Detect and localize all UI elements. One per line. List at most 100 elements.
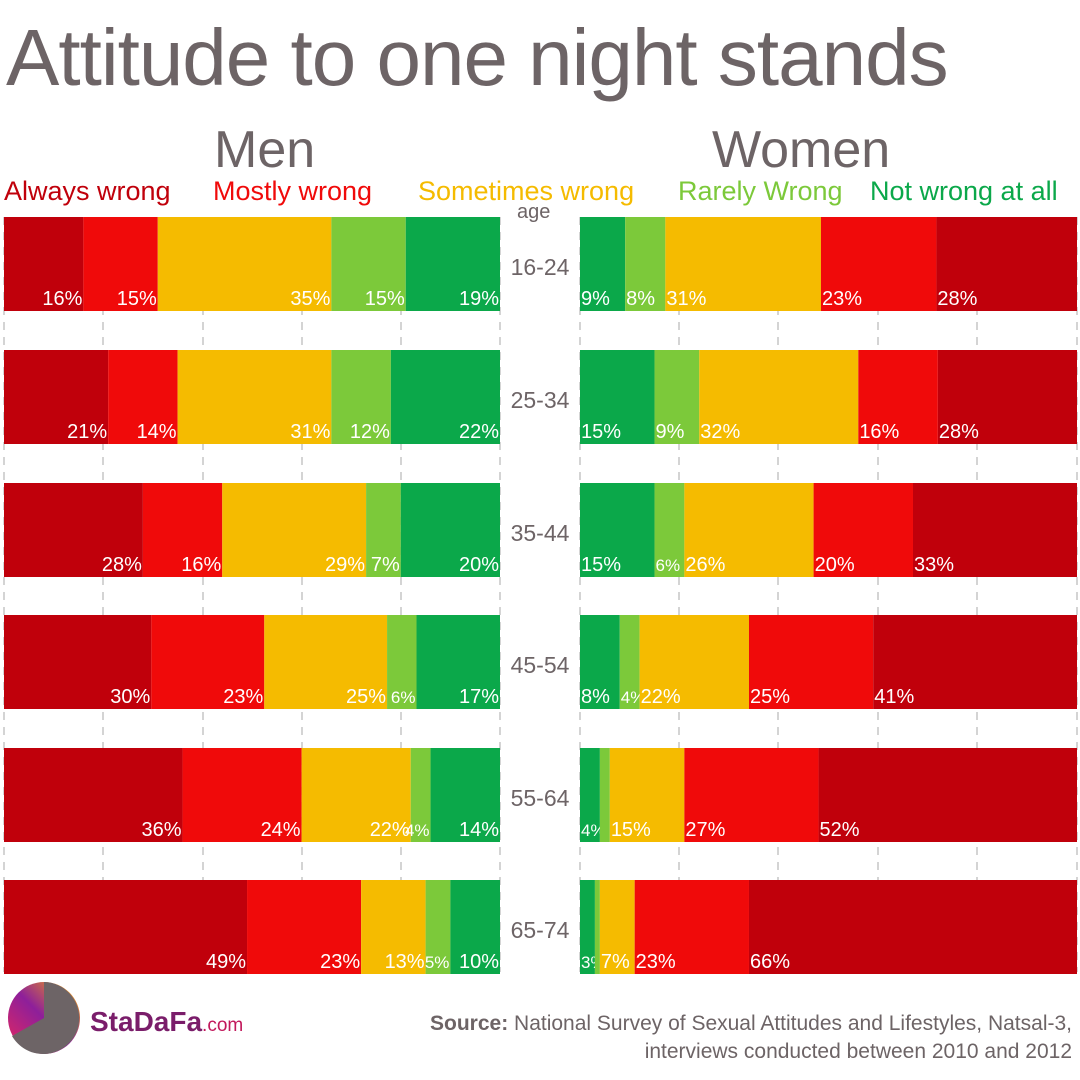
men-bar-35-44-seg-2 — [222, 483, 367, 577]
men-label-55-64-seg-2: 22% — [370, 819, 410, 841]
women-bar-55-64-seg-2 — [609, 748, 685, 842]
women-bar-55-64-seg-4 — [580, 748, 600, 842]
women-label-45-54-seg-2: 22% — [641, 686, 681, 708]
men-label-16-24-seg-4: 19% — [459, 288, 499, 310]
men-label-65-74-seg-0: 49% — [206, 951, 246, 973]
chart-title: Attitude to one night stands — [6, 13, 949, 102]
men-bar-35-44-seg-1 — [142, 483, 223, 577]
men-bar-55-64-seg-1 — [182, 748, 302, 842]
source-line-2: interviews conducted between 2010 and 20… — [644, 1040, 1072, 1063]
age-label-45-54: 45-54 — [511, 652, 570, 678]
men-bar-55-64-seg-2 — [301, 748, 411, 842]
women-bar-16-24-seg-2 — [665, 217, 821, 311]
logo-suffix: .com — [202, 1015, 244, 1036]
men-label-65-74-seg-3: 5% — [425, 953, 450, 972]
men-bar-45-54-seg-1 — [151, 615, 265, 709]
men-bar-25-34-seg-1 — [108, 350, 178, 444]
legend-mostly-wrong: Mostly wrong — [213, 176, 373, 206]
men-label-16-24-seg-2: 35% — [290, 288, 330, 310]
women-bar-55-64-seg-0 — [818, 748, 1077, 842]
men-bar-25-34-seg-4 — [390, 350, 500, 444]
women-bar-35-44-seg-3 — [654, 483, 685, 577]
women-label-25-34-seg-1: 16% — [859, 421, 899, 443]
men-bar-65-74-seg-2 — [361, 880, 426, 974]
women-label-65-74-seg-2: 7% — [601, 951, 630, 973]
women-label-55-64-seg-1: 27% — [685, 819, 725, 841]
men-label-45-54-seg-0: 30% — [110, 686, 150, 708]
women-label-16-24-seg-4: 9% — [581, 288, 610, 310]
men-label-25-34-seg-2: 31% — [290, 421, 330, 443]
women-label-55-64-seg-2: 15% — [611, 819, 651, 841]
men-bar-16-24-seg-0 — [4, 217, 84, 311]
source-label: Source: — [430, 1012, 509, 1035]
women-bar-25-34-seg-1 — [858, 350, 938, 444]
women-bar-35-44-seg-4 — [580, 483, 655, 577]
men-label-16-24-seg-3: 15% — [365, 288, 405, 310]
men-label-25-34-seg-1: 14% — [137, 421, 177, 443]
age-label-25-34: 25-34 — [511, 387, 570, 413]
men-bar-45-54-seg-3 — [387, 615, 417, 709]
men-label-25-34-seg-0: 21% — [67, 421, 107, 443]
women-label-55-64-seg-4: 4% — [581, 821, 606, 840]
men-label-65-74-seg-4: 10% — [459, 951, 499, 973]
women-label-25-34-seg-4: 15% — [581, 421, 621, 443]
panel-title-women: Women — [712, 121, 891, 179]
women-label-25-34-seg-0: 28% — [939, 421, 979, 443]
women-label-65-74-seg-0: 66% — [750, 951, 790, 973]
women-bar-45-54-seg-0 — [873, 615, 1077, 709]
men-label-65-74-seg-2: 13% — [385, 951, 425, 973]
men-label-55-64-seg-1: 24% — [261, 819, 301, 841]
women-bar-35-44-seg-1 — [813, 483, 913, 577]
men-label-65-74-seg-1: 23% — [320, 951, 360, 973]
men-bar-65-74-seg-3 — [425, 880, 451, 974]
women-label-35-44-seg-0: 33% — [914, 554, 954, 576]
women-label-16-24-seg-0: 28% — [937, 288, 977, 310]
legend-not-wrong-at-all: Not wrong at all — [870, 176, 1058, 206]
men-label-55-64-seg-0: 36% — [142, 819, 182, 841]
men-bar-25-34-seg-3 — [331, 350, 391, 444]
men-bar-25-34-seg-0 — [4, 350, 109, 444]
women-label-35-44-seg-2: 26% — [685, 554, 725, 576]
men-label-45-54-seg-3: 6% — [391, 688, 416, 707]
women-bar-16-24-seg-1 — [820, 217, 937, 311]
legend-always-wrong: Always wrong — [4, 176, 171, 206]
men-label-16-24-seg-0: 16% — [42, 288, 82, 310]
men-bar-16-24-seg-1 — [83, 217, 158, 311]
men-label-55-64-seg-4: 14% — [459, 819, 499, 841]
legend-sometimes-wrong: Sometimes wrong — [418, 176, 635, 206]
men-bar-45-54-seg-0 — [4, 615, 152, 709]
women-bar-45-54-seg-2 — [639, 615, 749, 709]
women-label-35-44-seg-4: 15% — [581, 554, 621, 576]
women-label-16-24-seg-2: 31% — [666, 288, 706, 310]
men-bar-16-24-seg-2 — [157, 217, 332, 311]
women-label-25-34-seg-3: 9% — [656, 421, 685, 443]
age-label-16-24: 16-24 — [511, 254, 570, 280]
women-bar-65-74-seg-3 — [594, 880, 600, 974]
men-label-35-44-seg-1: 16% — [181, 554, 221, 576]
age-label-65-74: 65-74 — [511, 917, 570, 943]
women-bar-45-54-seg-4 — [580, 615, 620, 709]
women-label-65-74-seg-1: 23% — [636, 951, 676, 973]
women-label-45-54-seg-3: 4% — [621, 688, 646, 707]
men-bar-45-54-seg-2 — [264, 615, 388, 709]
women-bar-16-24-seg-3 — [625, 217, 666, 311]
men-bar-65-74-seg-1 — [247, 880, 362, 974]
women-bar-16-24-seg-0 — [936, 217, 1077, 311]
women-bar-45-54-seg-1 — [748, 615, 874, 709]
stadafa-logo-icon — [8, 982, 80, 1054]
age-label-55-64: 55-64 — [511, 785, 570, 811]
men-label-35-44-seg-4: 20% — [459, 554, 499, 576]
legend-rarely-wrong: Rarely Wrong — [678, 176, 843, 206]
panel-title-men: Men — [214, 121, 316, 179]
logo-text: StaDaFa.com — [90, 1006, 243, 1038]
women-bar-25-34-seg-0 — [937, 350, 1077, 444]
men-bar-45-54-seg-4 — [416, 615, 500, 709]
women-label-16-24-seg-1: 23% — [822, 288, 862, 310]
men-label-25-34-seg-4: 22% — [459, 421, 499, 443]
women-bar-25-34-seg-2 — [699, 350, 859, 444]
men-bar-35-44-seg-4 — [400, 483, 500, 577]
men-label-45-54-seg-2: 25% — [346, 686, 386, 708]
men-bar-35-44-seg-0 — [4, 483, 143, 577]
men-bar-25-34-seg-2 — [177, 350, 332, 444]
